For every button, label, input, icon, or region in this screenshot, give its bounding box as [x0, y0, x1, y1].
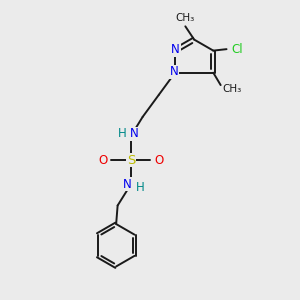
Text: Cl: Cl	[231, 43, 243, 56]
Text: N: N	[171, 43, 180, 56]
Text: O: O	[154, 154, 164, 167]
Text: H: H	[136, 181, 145, 194]
Text: N: N	[123, 178, 132, 191]
Text: CH₃: CH₃	[176, 13, 195, 23]
Text: N: N	[130, 128, 139, 140]
Text: S: S	[127, 154, 135, 167]
Text: N: N	[170, 65, 179, 78]
Text: O: O	[98, 154, 107, 167]
Text: CH₃: CH₃	[222, 84, 242, 94]
Text: H: H	[118, 128, 127, 140]
